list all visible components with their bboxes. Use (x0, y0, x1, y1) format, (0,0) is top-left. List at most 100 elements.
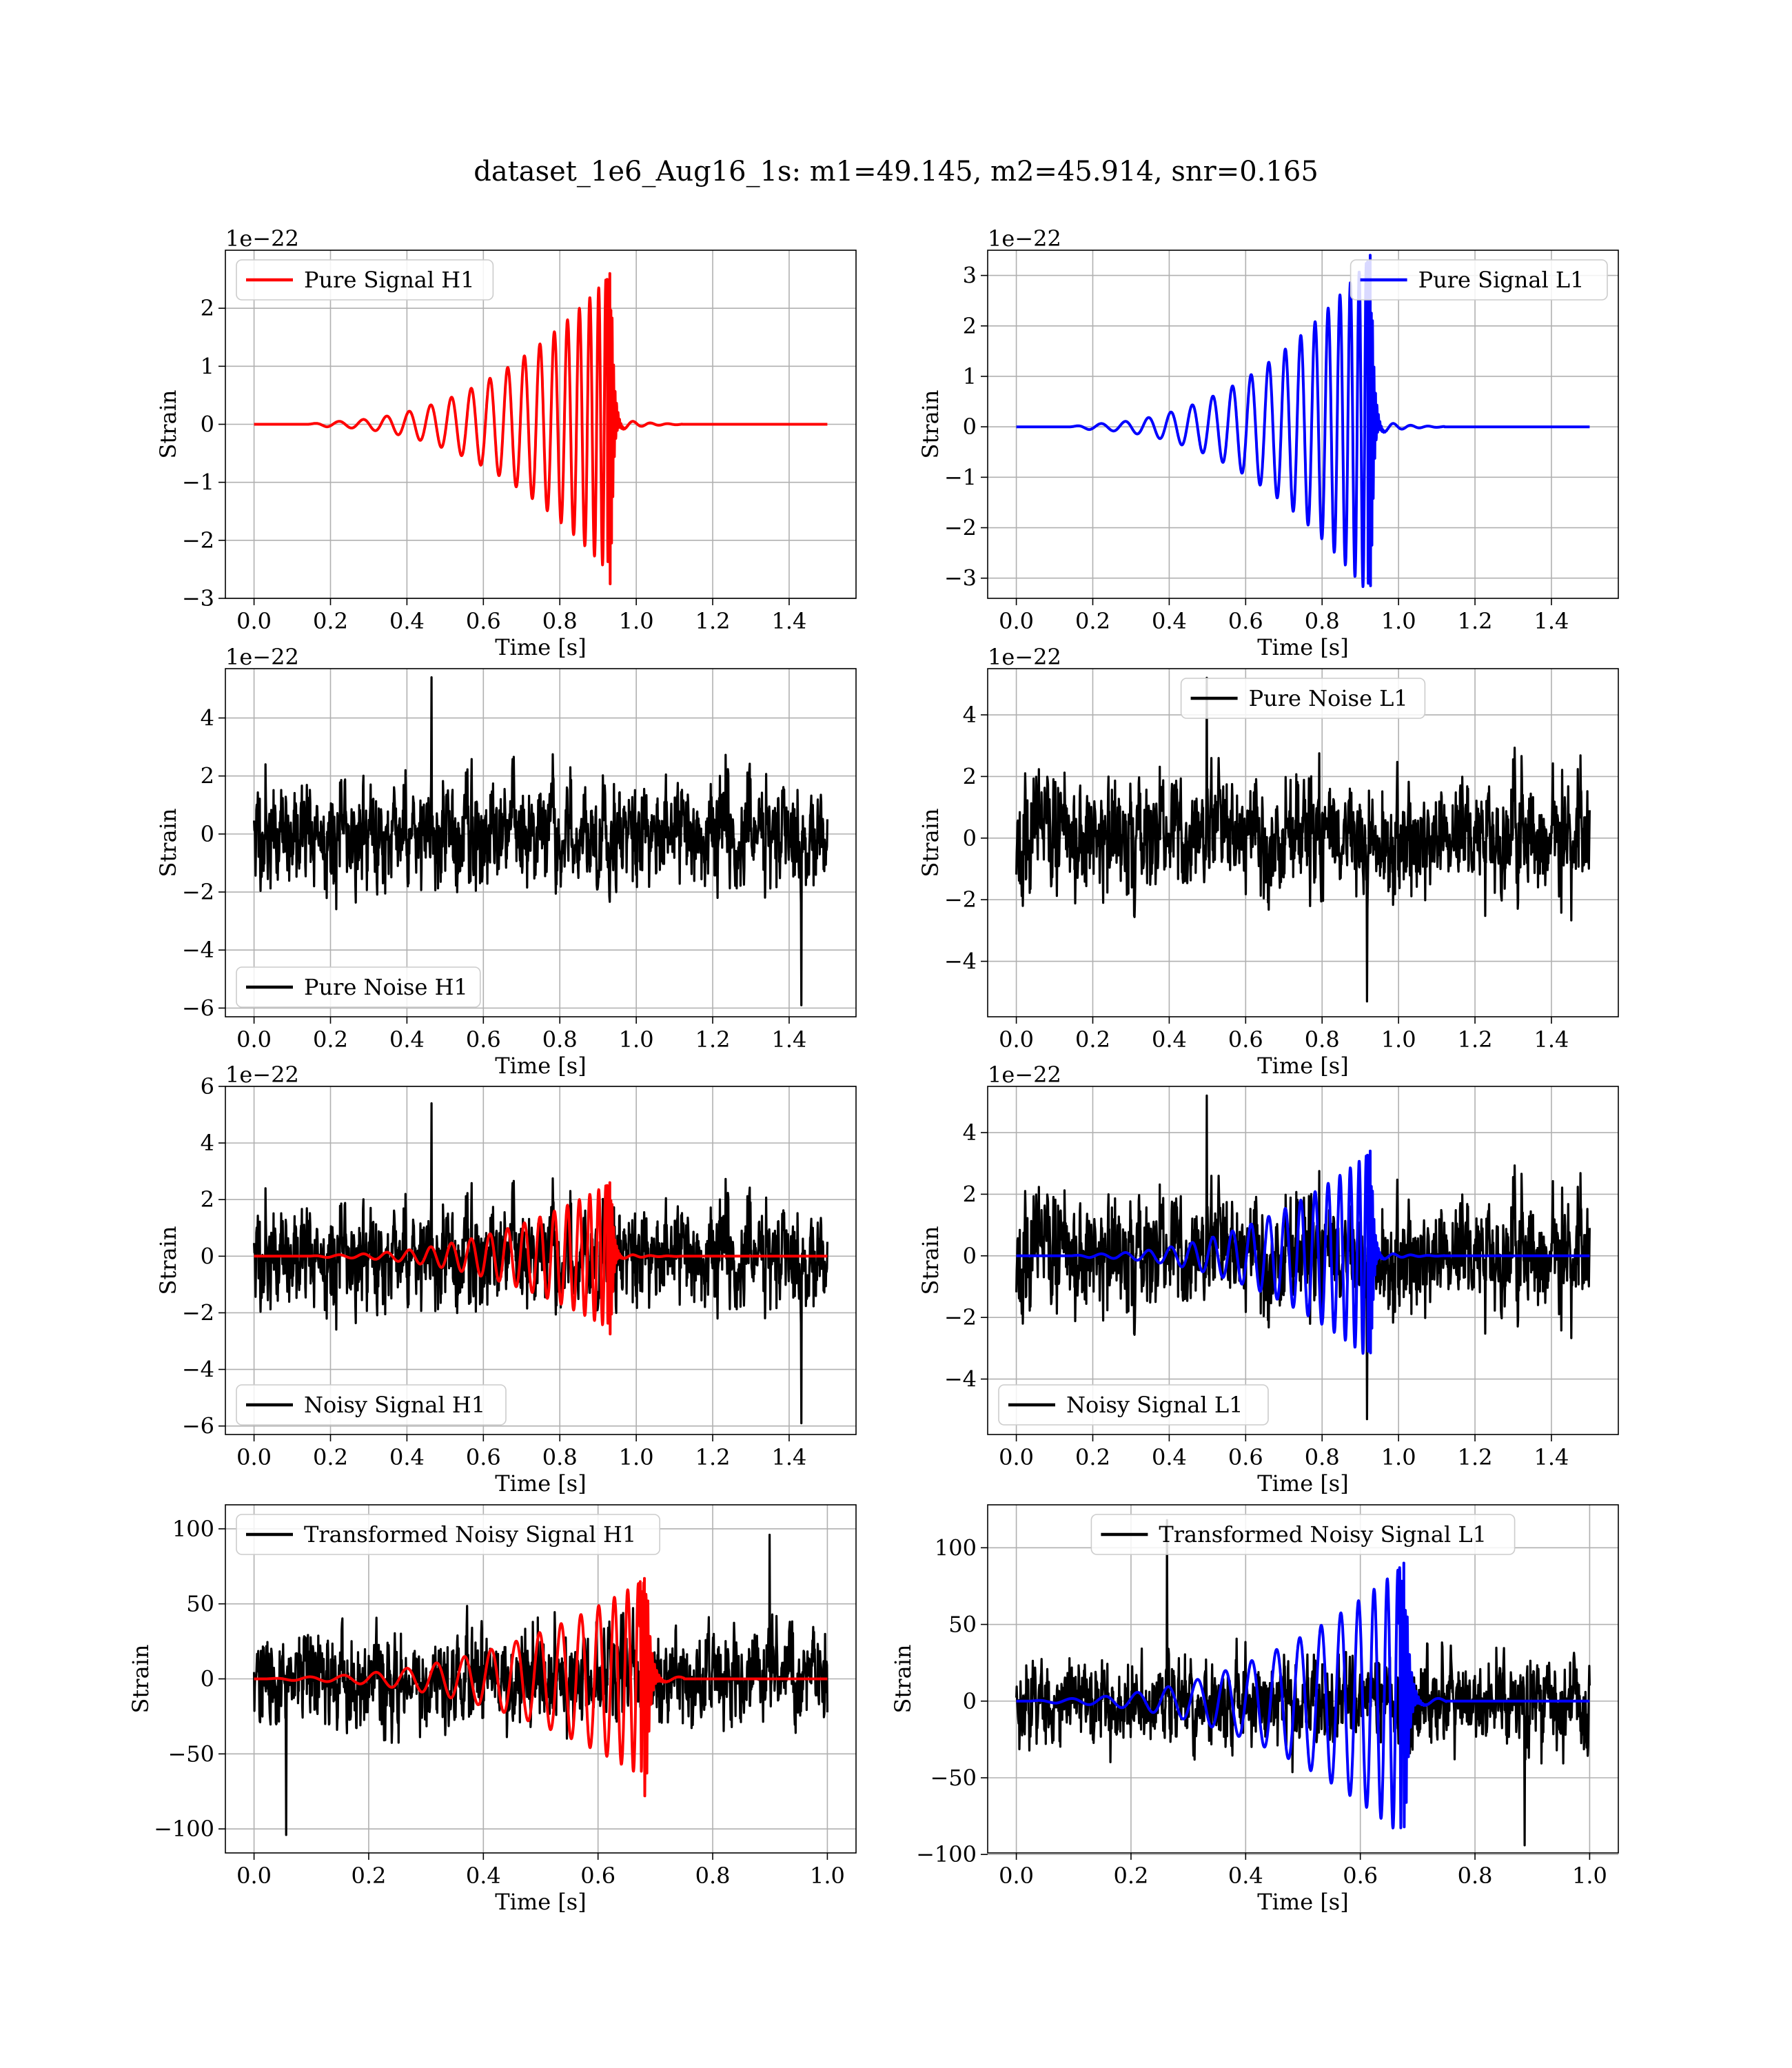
legend: Pure Signal L1 (1350, 259, 1608, 301)
x-tick-label: 1.0 (1381, 1444, 1416, 1470)
series-line-noise (253, 1533, 828, 1836)
x-tick-label: 0.0 (236, 1863, 272, 1889)
y-tick-label: −50 (167, 1741, 214, 1767)
legend: Pure Noise H1 (236, 966, 481, 1008)
y-axis-label: Strain (917, 390, 944, 459)
y-tick-label: 100 (935, 1534, 977, 1561)
legend-label: Pure Signal H1 (304, 267, 475, 293)
x-tick-label: 1.4 (772, 1026, 807, 1053)
y-tick-label: 1 (963, 363, 977, 389)
chart-noisy-signal-h1: 0.0 0.2 0.4 0.6 0.8 1.0 1.2 1.4 −6 −4 −2 0 2 4 6 Time [… (155, 1062, 857, 1497)
x-tick-label: 0.8 (542, 608, 578, 634)
y-tick-label: 2 (963, 1181, 977, 1207)
y-axis-label: Strain (155, 809, 181, 878)
x-axis-label: Time [s] (1257, 634, 1348, 660)
legend-label: Pure Signal L1 (1418, 267, 1585, 293)
x-tick-label: 0.0 (236, 608, 272, 634)
axes-frame (225, 1086, 857, 1435)
x-tick-label: 0.0 (999, 1444, 1034, 1470)
chart-noisy-signal-l1: 0.0 0.2 0.4 0.6 0.8 1.0 1.2 1.4 −4 −2 0 2 4 Time [s] S… (917, 1062, 1619, 1497)
chart-pure-signal-h1: 0.0 0.2 0.4 0.6 0.8 1.0 1.2 1.4 −3 −2 −1 0 1 2 Time [s… (155, 225, 857, 660)
legend-label: Transformed Noisy Signal H1 (304, 1521, 636, 1548)
axes-frame (225, 668, 857, 1017)
y-tick-label: −6 (182, 995, 214, 1021)
x-tick-label: 0.0 (236, 1026, 272, 1053)
x-tick-label: 1.4 (1534, 1026, 1569, 1053)
x-tick-label: 1.0 (810, 1863, 845, 1889)
offset-text: 1e−22 (988, 225, 1061, 252)
y-tick-label: 3 (963, 263, 977, 289)
y-tick-label: −2 (944, 515, 977, 541)
axes-frame (987, 1504, 1619, 1854)
x-tick-label: 0.8 (1305, 1026, 1340, 1053)
series-line-signal (252, 272, 829, 585)
legend-label: Noisy Signal L1 (1066, 1392, 1243, 1418)
legend-box (1180, 678, 1426, 719)
x-tick-label: 1.0 (1572, 1863, 1607, 1889)
y-axis-label: Strain (917, 809, 944, 878)
x-axis-label: Time [s] (495, 1053, 586, 1079)
x-tick-label: 0.2 (1114, 1863, 1149, 1889)
y-tick-label: 50 (186, 1591, 214, 1617)
x-tick-label: 0.4 (389, 1026, 425, 1053)
legend-box (998, 1384, 1269, 1426)
chart-transformed-noisy-signal-h1: 0.0 0.2 0.4 0.6 0.8 1.0 −100 −50 0 50 100 Time [s] S… (128, 1504, 857, 1915)
x-axis-label: Time [s] (495, 1470, 586, 1497)
y-tick-label: 2 (201, 1186, 214, 1213)
x-tick-label: 0.6 (1228, 608, 1263, 634)
x-tick-label: 0.8 (695, 1863, 731, 1889)
legend-label: Pure Noise H1 (304, 974, 468, 1000)
series-line-signal (1015, 1561, 1591, 1829)
y-tick-label: 0 (201, 1243, 214, 1269)
x-tick-label: 0.4 (1228, 1863, 1263, 1889)
y-tick-label: −4 (944, 949, 977, 975)
x-tick-label: 1.4 (1534, 1444, 1569, 1470)
series-line-noise (1015, 676, 1591, 1003)
x-tick-label: 0.6 (466, 608, 501, 634)
y-tick-label: −2 (182, 527, 214, 554)
y-tick-label: 0 (201, 1666, 214, 1692)
y-tick-label: −2 (182, 1299, 214, 1326)
axes-frame (987, 668, 1619, 1017)
x-tick-label: 0.4 (466, 1863, 501, 1889)
y-tick-label: 6 (201, 1073, 214, 1099)
offset-text: 1e−22 (225, 225, 299, 252)
legend: Transformed Noisy Signal H1 (236, 1514, 661, 1555)
legend-box (236, 1384, 507, 1426)
legend-box (236, 259, 494, 301)
axes-frame (987, 1086, 1619, 1435)
y-tick-label: 0 (963, 1243, 977, 1269)
x-tick-label: 0.2 (313, 1444, 348, 1470)
y-axis-label: Strain (917, 1226, 944, 1295)
x-tick-label: 0.0 (236, 1444, 272, 1470)
y-tick-label: 4 (201, 1130, 214, 1156)
chart-transformed-noisy-signal-l1: 0.0 0.2 0.4 0.6 0.8 1.0 −100 −50 0 50 100 Time [s] S… (890, 1504, 1619, 1915)
y-tick-label: 50 (948, 1612, 977, 1638)
chart-pure-noise-h1: 0.0 0.2 0.4 0.6 0.8 1.0 1.2 1.4 −6 −4 −2 0 2 4 Time [s… (155, 644, 857, 1079)
series-line-signal (1015, 1149, 1591, 1355)
x-tick-label: 0.4 (389, 608, 425, 634)
y-tick-label: 0 (963, 825, 977, 851)
series-line-noise (253, 1102, 828, 1425)
series-line-noise (1015, 1519, 1591, 1847)
x-tick-label: 0.4 (1152, 608, 1187, 634)
legend-box (1350, 259, 1608, 301)
x-tick-label: 1.4 (1534, 608, 1569, 634)
x-tick-label: 0.0 (999, 1026, 1034, 1053)
x-tick-label: 1.0 (619, 608, 654, 634)
y-tick-label: 1 (201, 353, 214, 379)
x-tick-label: 1.0 (619, 1026, 654, 1053)
legend: Transformed Noisy Signal L1 (1090, 1514, 1516, 1555)
y-tick-label: 2 (963, 313, 977, 339)
y-tick-label: 0 (201, 412, 214, 438)
series-line-signal (252, 1181, 829, 1336)
series-line-signal (252, 1577, 829, 1798)
axes-frame (987, 250, 1619, 599)
x-tick-label: 0.4 (1152, 1026, 1187, 1053)
offset-text: 1e−22 (225, 644, 299, 670)
x-tick-label: 0.6 (1228, 1444, 1263, 1470)
x-axis-label: Time [s] (1257, 1470, 1348, 1497)
y-tick-label: −4 (182, 1357, 214, 1383)
x-tick-label: 0.0 (999, 608, 1034, 634)
legend: Noisy Signal L1 (998, 1384, 1269, 1426)
